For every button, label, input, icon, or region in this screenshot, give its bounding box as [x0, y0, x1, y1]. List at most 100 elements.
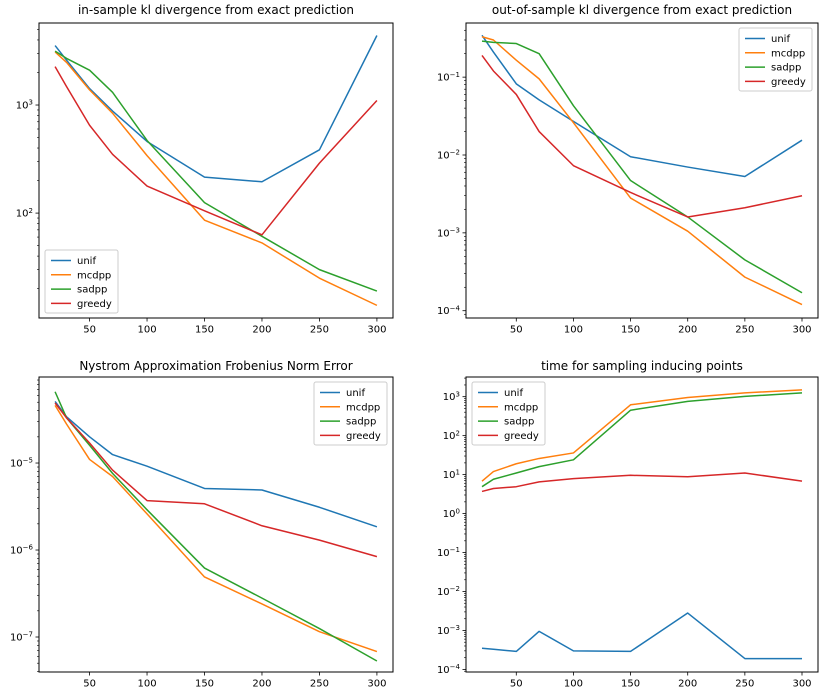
- x-tick-label: 250: [735, 325, 754, 336]
- series-line-mcdpp: [54, 404, 378, 653]
- legend-label-greedy: greedy: [77, 299, 112, 310]
- x-tick-label: 300: [367, 679, 386, 690]
- legend-label-greedy: greedy: [771, 77, 806, 88]
- legend-label-mcdpp: mcdpp: [771, 48, 805, 59]
- subplot-nystrom-error: 50 100 150 200 250 300 10−7 10−6 10−5 unif mcdpp sa…: [0, 350, 414, 699]
- x-tick-label: 50: [510, 679, 523, 690]
- legend-label-mcdpp: mcdpp: [346, 402, 380, 413]
- series-line-greedy: [54, 66, 378, 236]
- series-lines: [481, 389, 803, 660]
- x-tick-label: 300: [792, 325, 811, 336]
- legend-label-unif: unif: [346, 388, 365, 399]
- y-tick-label: 10−1: [437, 71, 460, 84]
- chart-title-sampling-time: time for sampling inducing points: [541, 359, 743, 373]
- axes-frame: [38, 376, 394, 673]
- x-tick-label: 150: [621, 679, 640, 690]
- legend-label-unif: unif: [504, 388, 523, 399]
- legend-label-mcdpp: mcdpp: [504, 402, 538, 413]
- x-tick-label: 250: [735, 679, 754, 690]
- legend-label-mcdpp: mcdpp: [77, 270, 111, 281]
- x-tick-label: 100: [137, 325, 156, 336]
- chart-title-in-sample-kl: in-sample kl divergence from exact predi…: [77, 3, 355, 17]
- series-line-unif: [54, 401, 378, 528]
- legend-label-sadpp: sadpp: [771, 63, 801, 74]
- y-minor-ticks: [464, 377, 466, 672]
- series-line-greedy: [481, 472, 803, 493]
- x-tick-label: 300: [367, 325, 386, 336]
- series-lines: [481, 34, 803, 306]
- y-minor-ticks: [464, 29, 466, 315]
- chart-canvas: 50 100 150 200 250 300 10−7 10−6 10−5 unif mcdpp sa…: [10, 376, 394, 690]
- x-tick-label: 200: [678, 325, 697, 336]
- axes-frame: [38, 22, 394, 319]
- legend: unif mcdpp sadpp greedy: [738, 27, 813, 92]
- series-lines: [54, 391, 378, 662]
- y-tick-label: 10−3: [437, 227, 460, 240]
- chart-canvas: 50 100 150 200 250 30010−410−310−210−11001011…: [437, 376, 819, 690]
- series-line-mcdpp: [481, 36, 803, 306]
- legend-label-sadpp: sadpp: [346, 417, 376, 428]
- y-tick-label: 102: [16, 207, 33, 220]
- series-line-greedy: [481, 54, 803, 218]
- x-axis-ticks: 50 100 150 200 250 300: [83, 318, 386, 336]
- subplot-in-sample-kl: 50 100 150 200 250 300 102 103 unif mcdpp sadpp gre…: [0, 0, 414, 350]
- y-tick-label: 101: [443, 468, 460, 481]
- y-tick-label: 10−5: [10, 457, 33, 470]
- x-tick-label: 250: [310, 679, 329, 690]
- series-line-sadpp: [481, 40, 803, 294]
- x-tick-label: 200: [252, 325, 271, 336]
- legend-label-sadpp: sadpp: [504, 417, 534, 428]
- legend-label-greedy: greedy: [504, 431, 539, 442]
- y-tick-label: 103: [443, 390, 460, 403]
- chart-canvas: 50 100 150 200 250 300 10−4 10−3 10−2 10−1 unif mcd…: [437, 22, 819, 336]
- x-tick-label: 100: [137, 679, 156, 690]
- legend-label-unif: unif: [77, 256, 96, 267]
- y-minor-ticks: [37, 379, 39, 672]
- y-tick-label: 102: [443, 429, 460, 442]
- x-tick-label: 150: [621, 325, 640, 336]
- x-tick-label: 150: [195, 679, 214, 690]
- x-tick-label: 150: [195, 325, 214, 336]
- legend-box: [471, 381, 546, 446]
- axes-frame: [465, 22, 819, 319]
- legend: unif mcdpp sadpp greedy: [44, 249, 119, 314]
- x-tick-label: 50: [510, 325, 523, 336]
- y-tick-label: 10−6: [10, 544, 34, 557]
- series-line-unif: [481, 34, 803, 178]
- legend-label-unif: unif: [771, 34, 790, 45]
- series-line-mcdpp: [481, 389, 803, 482]
- y-tick-label: 100: [443, 507, 460, 520]
- x-tick-label: 100: [564, 679, 583, 690]
- y-axis-ticks: 10−4 10−3 10−2 10−1: [437, 71, 466, 317]
- y-tick-label: 10−4: [437, 304, 461, 317]
- x-tick-label: 200: [678, 679, 697, 690]
- legend: unif mcdpp sadpp greedy: [313, 381, 388, 446]
- subplot-sampling-time: 50 100 150 200 250 300 10−4 10−3 10−2 10−1 100 101 1…: [414, 350, 827, 699]
- chart-canvas: 50 100 150 200 250 300 102 103 unif mcdpp sadpp gre…: [16, 22, 394, 336]
- x-axis-ticks: 50 100 150 200 250 300: [510, 672, 812, 690]
- series-line-greedy: [54, 402, 378, 558]
- x-tick-label: 200: [252, 679, 271, 690]
- x-tick-label: 50: [83, 325, 96, 336]
- chart-title-out-of-sample-kl: out-of-sample kl divergence from exact p…: [491, 3, 793, 17]
- series-lines: [54, 35, 378, 307]
- legend-label-sadpp: sadpp: [77, 285, 107, 296]
- y-tick-label: 10−4: [437, 663, 461, 676]
- y-tick-label: 103: [16, 99, 33, 112]
- y-minor-ticks: [37, 29, 39, 289]
- y-axis-ticks: 10−7 10−6 10−5: [10, 457, 39, 644]
- legend-box: [313, 381, 388, 446]
- y-axis-ticks: 102 103: [16, 99, 39, 220]
- subplot-out-of-sample-kl: 50 100 150 200 250 300 10−4 10−3 10−2 10−1 unif mcd…: [414, 0, 827, 350]
- x-axis-ticks: 50 100 150 200 250 300: [83, 672, 386, 690]
- series-line-sadpp: [54, 50, 378, 292]
- axes-frame: [465, 376, 819, 673]
- y-tick-label: 10−3: [437, 624, 460, 637]
- x-tick-label: 100: [564, 325, 583, 336]
- x-tick-label: 50: [83, 679, 96, 690]
- series-line-sadpp: [481, 392, 803, 488]
- legend: unif mcdpp sadpp greedy: [471, 381, 546, 446]
- y-axis-ticks: 10−4 10−3 10−2 10−1 100 101 102 103: [437, 390, 466, 676]
- y-tick-label: 10−7: [10, 631, 33, 644]
